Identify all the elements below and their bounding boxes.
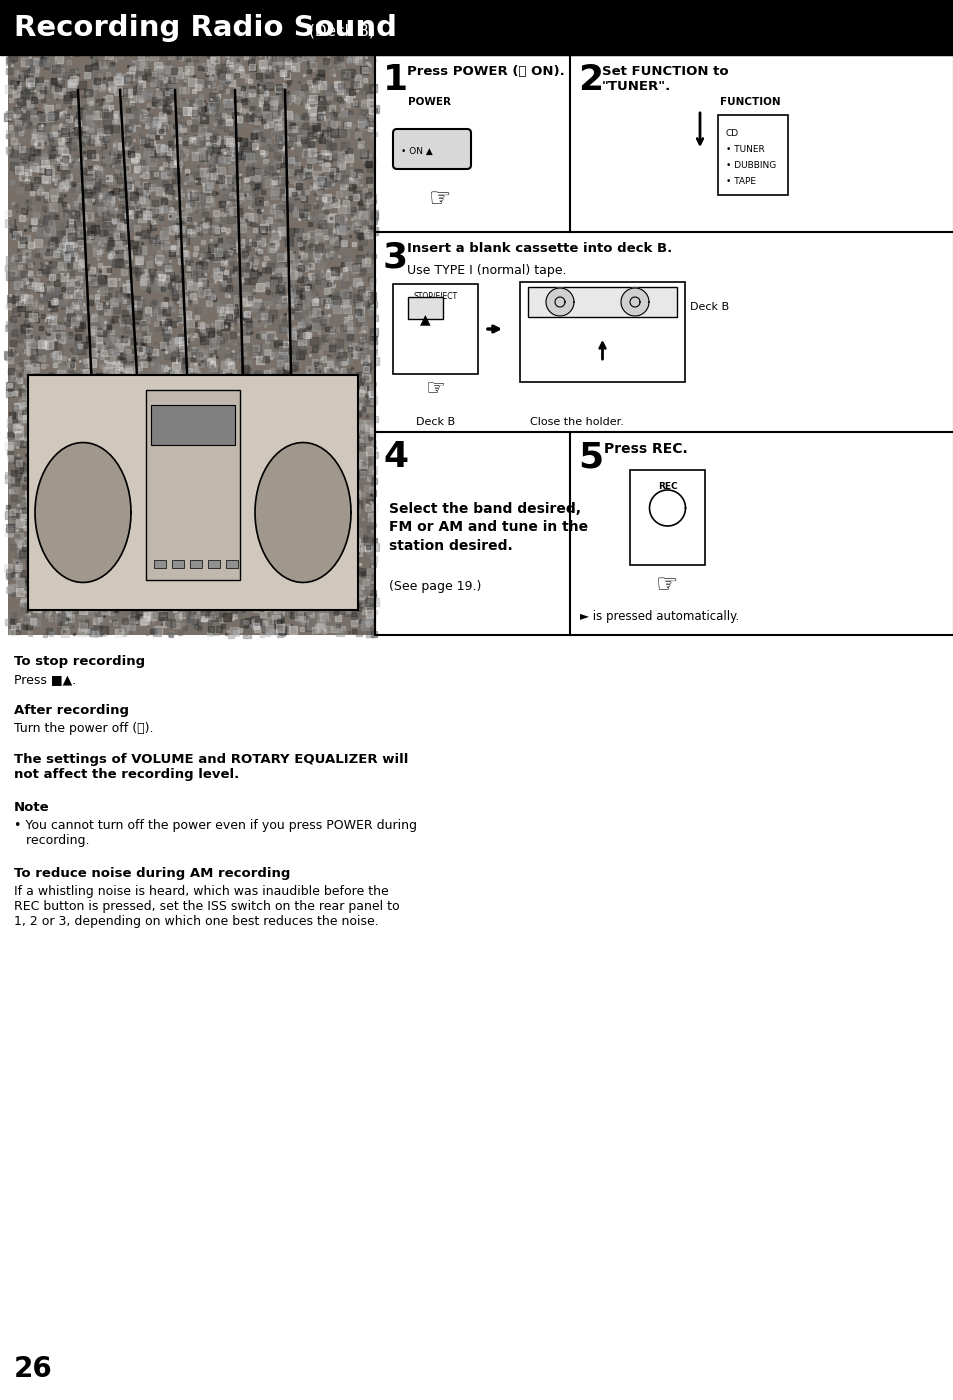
Text: Press REC.: Press REC. <box>603 442 687 456</box>
Bar <box>153 560 166 568</box>
Text: Recording Radio Sound: Recording Radio Sound <box>14 14 396 42</box>
Text: • TUNER: • TUNER <box>725 146 764 154</box>
Text: Set FUNCTION to
"TUNER".: Set FUNCTION to "TUNER". <box>601 64 728 92</box>
Bar <box>527 287 677 316</box>
Bar <box>718 115 787 195</box>
Polygon shape <box>254 442 351 582</box>
Text: • You cannot turn off the power even if you press POWER during
   recording.: • You cannot turn off the power even if … <box>14 819 416 847</box>
Polygon shape <box>545 288 574 316</box>
Text: 4: 4 <box>382 440 408 475</box>
Text: The settings of VOLUME and ROTARY EQUALIZER will
not affect the recording level.: The settings of VOLUME and ROTARY EQUALI… <box>14 753 408 781</box>
Text: Deck B: Deck B <box>416 417 455 427</box>
Text: POWER: POWER <box>408 97 451 106</box>
Text: 5: 5 <box>578 440 602 475</box>
Text: 2: 2 <box>578 63 602 97</box>
Bar <box>146 391 240 580</box>
Text: • DUBBING: • DUBBING <box>725 161 776 169</box>
Bar <box>190 560 202 568</box>
Bar <box>28 375 357 610</box>
Text: CD: CD <box>725 129 739 139</box>
Text: 1: 1 <box>382 63 408 97</box>
Text: If a whistling noise is heard, which was inaudible before the
REC button is pres: If a whistling noise is heard, which was… <box>14 885 399 928</box>
Text: FUNCTION: FUNCTION <box>719 97 780 106</box>
Bar <box>629 470 704 566</box>
Text: ☞: ☞ <box>425 379 445 399</box>
Text: ☞: ☞ <box>428 188 451 211</box>
Text: STOP/EJECT: STOP/EJECT <box>413 293 457 301</box>
Text: Note: Note <box>14 801 50 813</box>
Bar <box>393 284 477 374</box>
Text: ▲: ▲ <box>419 312 430 326</box>
Text: After recording: After recording <box>14 704 129 717</box>
Text: (See page 19.): (See page 19.) <box>389 580 481 594</box>
Text: • ON ▲: • ON ▲ <box>400 147 433 155</box>
Bar <box>0 0 953 55</box>
Text: To stop recording: To stop recording <box>14 655 145 668</box>
Polygon shape <box>620 288 648 316</box>
Bar <box>226 560 237 568</box>
Bar <box>8 55 375 636</box>
Text: (Deck B): (Deck B) <box>309 22 375 38</box>
Text: REC: REC <box>657 482 677 491</box>
Text: To reduce noise during AM recording: To reduce noise during AM recording <box>14 867 290 881</box>
Polygon shape <box>35 442 131 582</box>
Text: 26: 26 <box>14 1355 52 1383</box>
Text: 3: 3 <box>382 239 408 274</box>
Text: Press ■▲.: Press ■▲. <box>14 673 76 686</box>
Bar <box>151 405 234 445</box>
Text: ► is pressed automatically.: ► is pressed automatically. <box>579 610 739 623</box>
Text: Use TYPE I (normal) tape.: Use TYPE I (normal) tape. <box>407 265 566 277</box>
Text: Press POWER (⎍ ON).: Press POWER (⎍ ON). <box>407 64 564 78</box>
Bar <box>408 297 442 319</box>
Text: • TAPE: • TAPE <box>725 176 755 186</box>
Text: Insert a blank cassette into deck B.: Insert a blank cassette into deck B. <box>407 242 672 255</box>
Text: Turn the power off (⎏).: Turn the power off (⎏). <box>14 722 153 735</box>
Bar <box>519 281 684 382</box>
Polygon shape <box>649 490 685 526</box>
Text: Select the band desired,
FM or AM and tune in the
station desired.: Select the band desired, FM or AM and tu… <box>389 503 587 553</box>
Bar <box>375 55 953 636</box>
Bar <box>172 560 184 568</box>
Text: Deck B: Deck B <box>689 302 728 312</box>
Text: ☞: ☞ <box>656 573 678 596</box>
Bar <box>208 560 220 568</box>
Text: Close the holder.: Close the holder. <box>530 417 623 427</box>
FancyBboxPatch shape <box>393 129 471 169</box>
